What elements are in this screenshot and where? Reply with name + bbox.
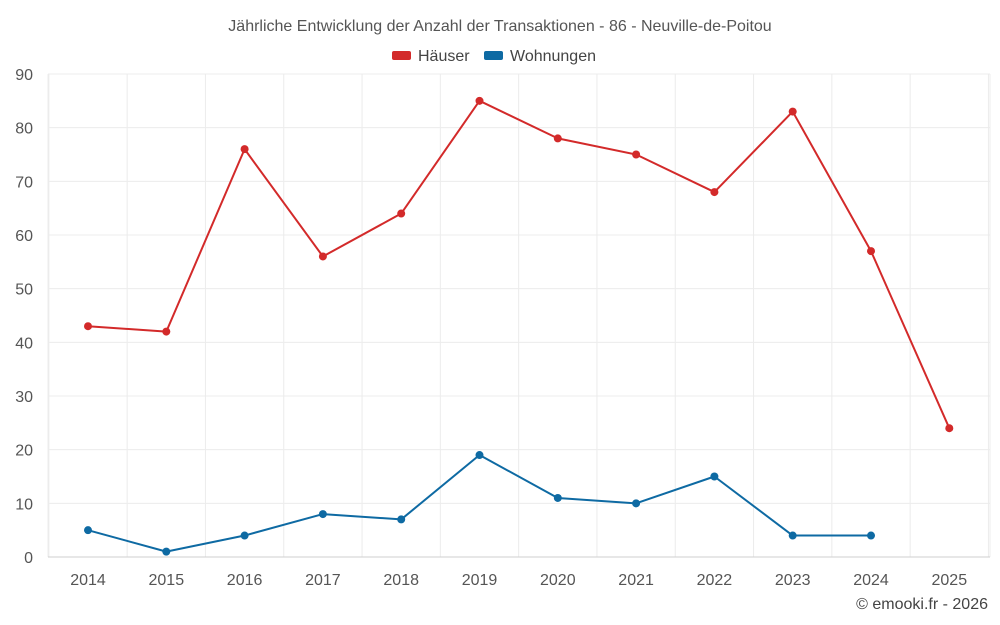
x-tick-label: 2019 (462, 572, 498, 589)
x-tick-label: 2025 (932, 572, 968, 589)
data-point[interactable] (632, 499, 641, 508)
legend-label: Häuser (418, 48, 470, 65)
x-tick-label: 2021 (618, 572, 654, 589)
data-point[interactable] (318, 510, 327, 519)
y-tick-label: 60 (15, 228, 33, 245)
data-point[interactable] (788, 107, 797, 116)
x-tick-label: 2017 (305, 572, 341, 589)
legend-item[interactable]: Wohnungen (484, 48, 596, 65)
series-line (87, 99, 951, 429)
x-tick-label: 2018 (383, 572, 419, 589)
data-point[interactable] (710, 472, 719, 481)
legend-item[interactable]: Häuser (392, 48, 470, 65)
data-point[interactable] (84, 322, 92, 331)
series-0 (84, 96, 954, 433)
series-1 (84, 451, 875, 556)
data-point[interactable] (475, 451, 484, 460)
data-point[interactable] (162, 547, 171, 556)
data-point[interactable] (867, 531, 875, 540)
horizontal-gridlines (48, 73, 990, 558)
legend-swatch (484, 51, 503, 60)
x-tick-label: 2023 (775, 572, 811, 589)
data-point[interactable] (240, 145, 249, 154)
data-point[interactable] (553, 493, 562, 502)
data-point[interactable] (788, 531, 797, 540)
x-tick-label: 2024 (853, 572, 889, 589)
data-point[interactable] (240, 531, 249, 540)
vertical-gridlines (47, 74, 991, 557)
data-point[interactable] (318, 252, 327, 261)
x-axis: 2014 2015 2016 2017 2018 2019 2020 2021 2022 2023… (48, 556, 990, 589)
y-tick-label: 20 (15, 443, 33, 460)
y-tick-label: 50 (15, 282, 33, 299)
data-point[interactable] (162, 327, 171, 336)
legend-label: Wohnungen (510, 48, 596, 65)
y-tick-label: 80 (15, 121, 33, 138)
data-point[interactable] (867, 247, 875, 256)
y-tick-label: 90 (15, 67, 33, 84)
x-tick-label: 2020 (540, 572, 576, 589)
series-layer (84, 96, 954, 556)
data-point[interactable] (397, 209, 406, 218)
credit-text: © emooki.fr - 2026 (856, 596, 988, 613)
y-tick-label: 10 (15, 496, 33, 513)
y-tick-label: 0 (24, 550, 33, 567)
x-tick-label: 2016 (227, 572, 263, 589)
y-axis: 0 10 20 30 40 50 60 70 80 90 (15, 67, 33, 567)
x-tick-label: 2014 (70, 572, 106, 589)
data-point[interactable] (475, 96, 484, 105)
y-tick-label: 40 (15, 335, 33, 352)
legend-swatch (392, 51, 411, 60)
data-point[interactable] (945, 424, 954, 433)
data-point[interactable] (710, 188, 719, 197)
x-tick-label: 2015 (149, 572, 185, 589)
legend: Häuser Wohnungen (392, 48, 596, 65)
y-tick-label: 70 (15, 174, 33, 191)
data-point[interactable] (397, 515, 406, 524)
y-tick-label: 30 (15, 389, 33, 406)
data-point[interactable] (553, 134, 562, 143)
data-point[interactable] (84, 526, 92, 535)
data-point[interactable] (632, 150, 641, 159)
x-tick-label: 2022 (697, 572, 733, 589)
chart-title: Jährliche Entwicklung der Anzahl der Tra… (228, 18, 771, 35)
